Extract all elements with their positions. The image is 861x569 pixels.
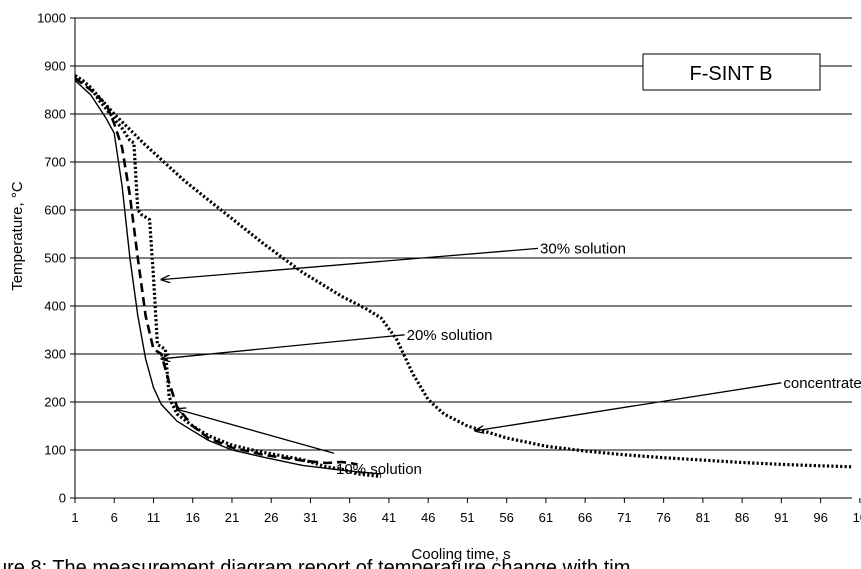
x-tick-label: 6 — [111, 510, 118, 525]
x-tick-label: 46 — [421, 510, 435, 525]
annotations: 30% solution 20% solution 10% solution conc… — [161, 240, 861, 478]
badge-label: F-SINT B — [690, 63, 773, 85]
x-tick-label: 36 — [342, 510, 356, 525]
y-tick-label: 100 — [44, 443, 66, 458]
y-tick-label: 500 — [44, 251, 66, 266]
x-tick-label: 91 — [774, 510, 788, 525]
x-tick-label: 86 — [735, 510, 749, 525]
series-lines — [74, 74, 853, 478]
x-axis-title: Cooling time, s — [411, 546, 510, 563]
x-tick-label: 61 — [539, 510, 553, 525]
x-tick-label: 76 — [656, 510, 670, 525]
annotation-arrow — [177, 409, 335, 454]
annotation-label: 20% solution — [407, 327, 493, 344]
x-tick-label: 71 — [617, 510, 631, 525]
x-tick-label: 21 — [225, 510, 239, 525]
figure-caption: ure 8: The measurement diagram report of… — [0, 557, 630, 569]
y-tick-label: 600 — [44, 203, 66, 218]
annotation-arrow — [475, 382, 782, 431]
y-tick-label: 400 — [44, 299, 66, 314]
x-tick-label: 96 — [813, 510, 827, 525]
x-tick-label: 16 — [185, 510, 199, 525]
y-tick-label: 1000 — [37, 11, 66, 26]
annotation-arrow — [161, 334, 405, 359]
y-axis-title: Temperature, °C — [9, 181, 26, 291]
annotation-arrow — [161, 247, 539, 279]
series-line-10-solution — [74, 79, 382, 475]
annotation-label: concentrate — [783, 375, 861, 392]
annotation-label: 10% solution — [336, 461, 422, 478]
series-line-30-solution — [74, 74, 382, 478]
series-line-concentrate — [74, 74, 853, 469]
x-tick-label: 51 — [460, 510, 474, 525]
x-tick-label: 10 — [853, 510, 861, 525]
x-tick-label: 11 — [147, 510, 161, 525]
y-tick-label: 200 — [44, 395, 66, 410]
x-tick-label: 41 — [382, 510, 396, 525]
annotation-label: 30% solution — [540, 240, 626, 257]
y-tick-label: 700 — [44, 155, 66, 170]
y-tick-label: 0 — [59, 491, 66, 506]
y-tick-label: 900 — [44, 59, 66, 74]
y-tick-label: 800 — [44, 107, 66, 122]
badge: F-SINT B — [642, 53, 821, 91]
y-tick-label: 300 — [44, 347, 66, 362]
x-tick-label: 26 — [264, 510, 278, 525]
x-tick-label: 66 — [578, 510, 592, 525]
x-tick-label: 1 — [71, 510, 78, 525]
x-tick-label: 31 — [303, 510, 317, 525]
x-tick-label: 81 — [696, 510, 710, 525]
x-tick-label: 56 — [499, 510, 513, 525]
series-line-20-solution — [74, 76, 358, 466]
